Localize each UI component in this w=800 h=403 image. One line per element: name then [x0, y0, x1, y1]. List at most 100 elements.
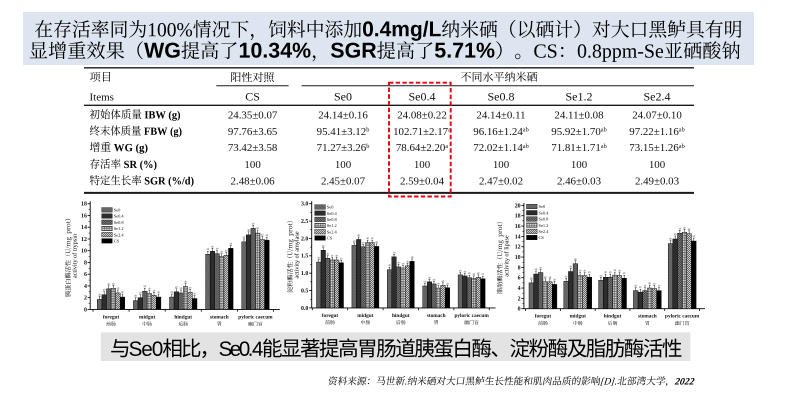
svg-text:Se0.4: Se0.4 — [539, 210, 550, 215]
svg-text:14: 14 — [515, 234, 521, 240]
svg-text:100: 100 — [244, 159, 261, 171]
svg-text:ab: ab — [371, 237, 374, 240]
svg-text:6: 6 — [84, 272, 87, 278]
svg-text:ab: ab — [175, 286, 178, 289]
svg-text:ab: ab — [692, 235, 695, 238]
svg-text:71.27±3.26b: 71.27±3.26b — [317, 142, 370, 154]
svg-text:ab: ab — [402, 262, 405, 265]
svg-text:ab: ab — [353, 240, 356, 243]
svg-text:Se0.8: Se0.8 — [327, 217, 338, 222]
svg-text:ab: ab — [331, 254, 334, 257]
svg-text:pyloric caecum: pyloric caecum — [665, 314, 700, 320]
svg-text:ab: ab — [243, 236, 246, 239]
svg-text:102.71±2.17a: 102.71±2.17a — [393, 126, 451, 138]
svg-text:ab: ab — [653, 283, 656, 286]
svg-text:96.16±1.24ab: 96.16±1.24ab — [473, 126, 529, 138]
svg-text:4: 4 — [84, 284, 87, 290]
svg-text:ab: ab — [107, 283, 110, 286]
svg-text:0: 0 — [84, 307, 87, 313]
svg-text:ab: ab — [424, 281, 427, 284]
svg-text:100: 100 — [649, 159, 666, 171]
svg-text:ab: ab — [335, 254, 338, 257]
svg-text:24.07±0.10: 24.07±0.10 — [632, 109, 682, 121]
svg-text:ab: ab — [442, 280, 445, 283]
svg-text:2.47±0.02: 2.47±0.02 — [479, 175, 523, 187]
svg-text:ab: ab — [688, 228, 691, 231]
svg-text:ab: ab — [579, 270, 582, 273]
svg-text:ab: ab — [539, 267, 542, 270]
svg-text:ab: ab — [634, 285, 637, 288]
svg-text:ab: ab — [362, 241, 365, 244]
svg-text:ab: ab — [574, 258, 577, 261]
svg-text:100: 100 — [493, 159, 510, 171]
svg-text:ab: ab — [256, 227, 259, 230]
svg-text:Se2.4: Se2.4 — [644, 89, 671, 103]
svg-text:ab: ab — [180, 287, 183, 290]
svg-text:Se0.8: Se0.8 — [539, 217, 550, 222]
svg-text:Se0.8: Se0.8 — [114, 220, 125, 225]
svg-text:ab: ab — [437, 283, 440, 286]
svg-text:stomach: stomach — [427, 313, 446, 319]
svg-text:ab: ab — [544, 276, 547, 279]
svg-text:24.08±0.22: 24.08±0.22 — [397, 109, 447, 121]
svg-text:ab: ab — [252, 222, 255, 225]
svg-text:ab: ab — [366, 237, 369, 240]
svg-text:ab: ab — [184, 281, 187, 284]
svg-text:ab: ab — [157, 291, 160, 294]
svg-text:95.92±1.70ab: 95.92±1.70ab — [551, 126, 607, 138]
svg-text:ab: ab — [669, 238, 672, 241]
svg-text:ab: ab — [428, 276, 431, 279]
svg-text:midgut: midgut — [357, 313, 373, 319]
svg-text:100: 100 — [335, 159, 352, 171]
svg-text:hindgut: hindgut — [604, 314, 622, 320]
svg-text:ab: ab — [609, 271, 612, 274]
svg-text:Se0: Se0 — [334, 89, 352, 103]
svg-text:2.49±0.03: 2.49±0.03 — [635, 175, 680, 187]
svg-text:Se1.2: Se1.2 — [566, 89, 593, 103]
svg-text:2.48±0.06: 2.48±0.06 — [231, 175, 276, 187]
svg-text:4: 4 — [518, 286, 521, 292]
svg-text:18: 18 — [515, 214, 521, 220]
svg-text:16: 16 — [515, 224, 521, 230]
svg-text:71.81±1.71ab: 71.81±1.71ab — [551, 142, 607, 154]
svg-text:2: 2 — [518, 296, 521, 302]
svg-text:midgut: midgut — [139, 314, 155, 320]
svg-text:72.02±1.14ab: 72.02±1.14ab — [473, 142, 529, 154]
svg-text:ab: ab — [148, 288, 151, 291]
svg-text:hindgut: hindgut — [392, 313, 410, 319]
svg-text:ab: ab — [459, 269, 462, 272]
svg-text:ab: ab — [220, 251, 223, 254]
svg-text:Se1.2: Se1.2 — [539, 223, 549, 228]
svg-text:pyloric caecum: pyloric caecum — [454, 313, 489, 319]
svg-text:0.5: 0.5 — [301, 288, 308, 294]
svg-text:Se0.4: Se0.4 — [114, 214, 125, 219]
svg-text:100: 100 — [414, 159, 431, 171]
svg-text:Se0: Se0 — [114, 208, 121, 213]
svg-text:ab: ab — [569, 266, 572, 269]
svg-text:ab: ab — [658, 285, 661, 288]
svg-text:ab: ab — [170, 291, 173, 294]
svg-text:Se0: Se0 — [327, 205, 334, 210]
svg-text:ab: ab — [121, 291, 124, 294]
svg-text:24.14±0.11: 24.14±0.11 — [476, 109, 525, 121]
svg-text:stomach: stomach — [638, 314, 657, 320]
svg-text:2: 2 — [84, 296, 87, 302]
svg-text:ab: ab — [473, 273, 476, 276]
svg-text:Se1.2: Se1.2 — [327, 223, 337, 228]
svg-text:Se2.4: Se2.4 — [539, 229, 550, 234]
svg-text:ab: ab — [322, 245, 325, 248]
svg-text:20: 20 — [515, 203, 521, 209]
svg-text:0: 0 — [518, 307, 521, 313]
svg-text:2.5: 2.5 — [301, 219, 308, 225]
svg-text:ab: ab — [207, 248, 210, 251]
svg-text:ab: ab — [583, 270, 586, 273]
svg-text:ab: ab — [433, 278, 436, 281]
svg-text:1.5: 1.5 — [301, 254, 308, 260]
svg-text:95.41±3.12b: 95.41±3.12b — [317, 126, 370, 138]
svg-text:Se1.2: Se1.2 — [114, 226, 124, 231]
svg-text:ab: ab — [266, 234, 269, 237]
svg-text:ab: ab — [375, 241, 378, 244]
svg-text:Se2.4: Se2.4 — [327, 229, 338, 234]
svg-text:14: 14 — [81, 225, 87, 231]
svg-text:8: 8 — [84, 260, 87, 266]
